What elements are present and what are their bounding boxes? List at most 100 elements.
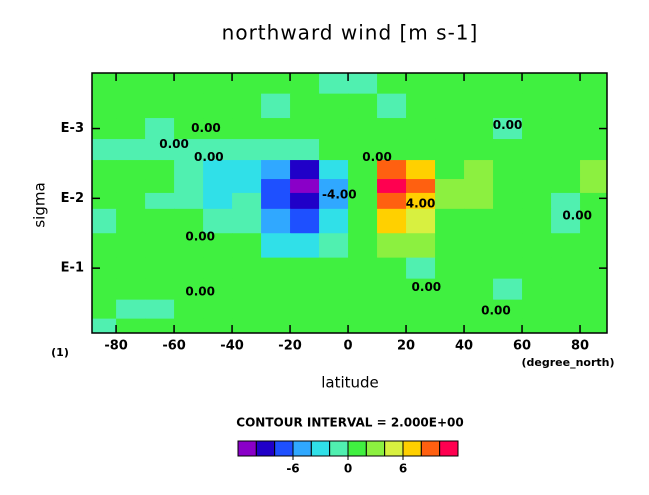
cell bbox=[261, 233, 291, 259]
cell bbox=[580, 299, 607, 320]
cell bbox=[522, 278, 552, 301]
x-unit-label: (degree_north) bbox=[521, 356, 614, 369]
cell bbox=[551, 192, 581, 210]
cell bbox=[116, 139, 146, 161]
y-axis-label: sigma bbox=[31, 182, 49, 227]
cell bbox=[232, 278, 262, 301]
cell bbox=[435, 299, 465, 320]
cell bbox=[232, 192, 262, 210]
cell bbox=[174, 118, 204, 140]
cell bbox=[232, 233, 262, 259]
cell bbox=[261, 139, 291, 161]
cell bbox=[92, 93, 117, 119]
y-tick-label: E-1 bbox=[61, 261, 84, 276]
cell bbox=[377, 118, 407, 140]
cell bbox=[406, 73, 436, 95]
cell bbox=[92, 233, 117, 259]
cell bbox=[319, 318, 349, 333]
cell bbox=[319, 179, 349, 194]
cell bbox=[522, 233, 552, 259]
cell bbox=[406, 233, 436, 259]
cell bbox=[377, 192, 407, 210]
cell bbox=[116, 233, 146, 259]
colorbar-tick-label: 0 bbox=[344, 462, 352, 476]
cell bbox=[261, 208, 291, 234]
cell bbox=[522, 318, 552, 333]
cell bbox=[580, 93, 607, 119]
y-tick-label: E-3 bbox=[61, 121, 84, 136]
cell bbox=[290, 278, 320, 301]
cell bbox=[290, 208, 320, 234]
cell bbox=[174, 179, 204, 194]
cell bbox=[406, 257, 436, 280]
cell bbox=[261, 278, 291, 301]
cell bbox=[551, 233, 581, 259]
cell bbox=[174, 299, 204, 320]
cell bbox=[580, 118, 607, 140]
cell bbox=[232, 257, 262, 280]
cell bbox=[145, 208, 175, 234]
contour-label: 0.00 bbox=[185, 230, 215, 244]
contour-label: 0.00 bbox=[194, 150, 224, 164]
cell bbox=[319, 278, 349, 301]
cell bbox=[348, 278, 378, 301]
cell bbox=[522, 118, 552, 140]
cell bbox=[174, 257, 204, 280]
cell bbox=[435, 179, 465, 194]
cell bbox=[116, 299, 146, 320]
cell bbox=[92, 73, 117, 95]
cell bbox=[261, 179, 291, 194]
cell bbox=[203, 179, 233, 194]
x-tick-label: -20 bbox=[278, 339, 302, 354]
cell bbox=[290, 318, 320, 333]
contour-label: -4.00 bbox=[322, 188, 357, 202]
cell bbox=[232, 299, 262, 320]
contour-label: 4.00 bbox=[406, 196, 436, 210]
cell bbox=[319, 233, 349, 259]
cell bbox=[319, 118, 349, 140]
cell bbox=[377, 93, 407, 119]
cell bbox=[203, 139, 233, 161]
cell bbox=[174, 233, 204, 259]
cell bbox=[116, 208, 146, 234]
cell bbox=[435, 192, 465, 210]
cell bbox=[377, 257, 407, 280]
cell bbox=[319, 73, 349, 95]
cell bbox=[377, 208, 407, 234]
cell bbox=[145, 299, 175, 320]
cell bbox=[116, 73, 146, 95]
cell bbox=[261, 118, 291, 140]
cell bbox=[551, 318, 581, 333]
cell bbox=[406, 179, 436, 194]
cell bbox=[522, 192, 552, 210]
cell bbox=[377, 73, 407, 95]
contour-label: 0.00 bbox=[493, 118, 523, 132]
colorbar-box bbox=[255, 440, 276, 457]
colorbar-box bbox=[402, 440, 422, 457]
cell bbox=[464, 208, 494, 234]
x-tick-label: 80 bbox=[571, 339, 589, 354]
cell bbox=[261, 73, 291, 95]
cell bbox=[580, 257, 607, 280]
cell bbox=[203, 208, 233, 234]
cell bbox=[261, 160, 291, 180]
cell bbox=[464, 179, 494, 194]
field bbox=[92, 73, 607, 333]
cell bbox=[464, 278, 494, 301]
cell bbox=[232, 208, 262, 234]
cell bbox=[551, 139, 581, 161]
cell bbox=[92, 257, 117, 280]
cell bbox=[348, 208, 378, 234]
corner-label: (1) bbox=[51, 346, 69, 359]
cell bbox=[116, 257, 146, 280]
cell bbox=[406, 192, 436, 210]
colorbar-box bbox=[310, 440, 331, 457]
cell bbox=[348, 139, 378, 161]
cell bbox=[551, 73, 581, 95]
cell bbox=[92, 192, 117, 210]
cell bbox=[464, 299, 494, 320]
cell bbox=[580, 192, 607, 210]
cell bbox=[348, 192, 378, 210]
cell bbox=[290, 139, 320, 161]
cell bbox=[232, 318, 262, 333]
